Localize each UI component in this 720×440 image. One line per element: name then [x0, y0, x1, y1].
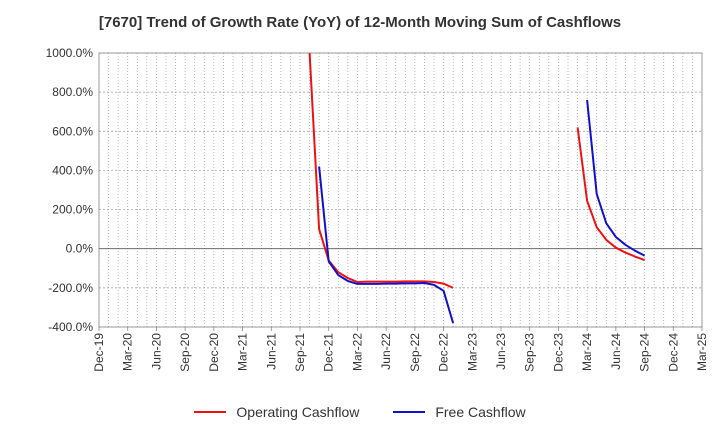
legend-label-free: Free Cashflow [435, 404, 526, 420]
y-tick-label: -400.0% [48, 320, 93, 334]
legend-swatch-free [393, 411, 426, 413]
x-tick-label: Dec-19 [92, 333, 106, 372]
y-tick-label: 800.0% [52, 85, 93, 99]
x-tick-label: Sep-22 [408, 333, 422, 372]
legend-swatch-operating [194, 411, 227, 413]
y-tick-label: 1000.0% [46, 46, 94, 60]
x-tick-label: Mar-22 [350, 333, 364, 371]
x-tick-label: Sep-21 [293, 333, 307, 372]
legend-item-operating: Operating Cashflow [194, 404, 359, 420]
x-tick-label: Mar-20 [121, 333, 135, 371]
x-tick-label: Dec-22 [437, 333, 451, 372]
x-tick-label: Dec-24 [666, 333, 680, 372]
x-tick-label: Mar-24 [580, 333, 594, 371]
x-tick-label: Mar-23 [465, 333, 479, 371]
series-line-free-cashflow [586, 99, 646, 257]
y-tick-label: 400.0% [52, 163, 93, 177]
y-tick-label: 0.0% [66, 242, 94, 256]
y-tick-label: 600.0% [52, 124, 93, 138]
x-tick-label: Jun-22 [379, 333, 393, 370]
x-tick-label: Jun-23 [494, 333, 508, 370]
x-tick-label: Dec-21 [322, 333, 336, 372]
series-line-operating-cashflow [576, 127, 645, 262]
y-tick-label: -200.0% [48, 281, 93, 295]
x-tick-label: Dec-23 [551, 333, 565, 372]
y-tick-label: 200.0% [52, 203, 93, 217]
legend-item-free: Free Cashflow [393, 404, 526, 420]
series-line-free-cashflow [318, 166, 455, 324]
x-tick-label: Sep-24 [638, 333, 652, 372]
x-tick-label: Jun-21 [264, 333, 278, 370]
x-tick-label: Sep-20 [178, 333, 192, 372]
chart-title: [7670] Trend of Growth Rate (YoY) of 12-… [98, 14, 622, 31]
x-tick-label: Mar-21 [236, 333, 250, 371]
x-tick-label: Jun-20 [149, 333, 163, 370]
x-tick-label: Jun-24 [609, 333, 623, 370]
legend-label-operating: Operating Cashflow [236, 404, 360, 420]
plot-frame [98, 52, 703, 328]
x-tick-label: Dec-20 [207, 333, 221, 372]
chart-legend: Operating Cashflow Free Cashflow [0, 404, 720, 420]
x-tick-label: Sep-23 [523, 333, 537, 372]
series-line-operating-cashflow [308, 52, 454, 289]
x-tick-label: Mar-25 [695, 333, 709, 371]
